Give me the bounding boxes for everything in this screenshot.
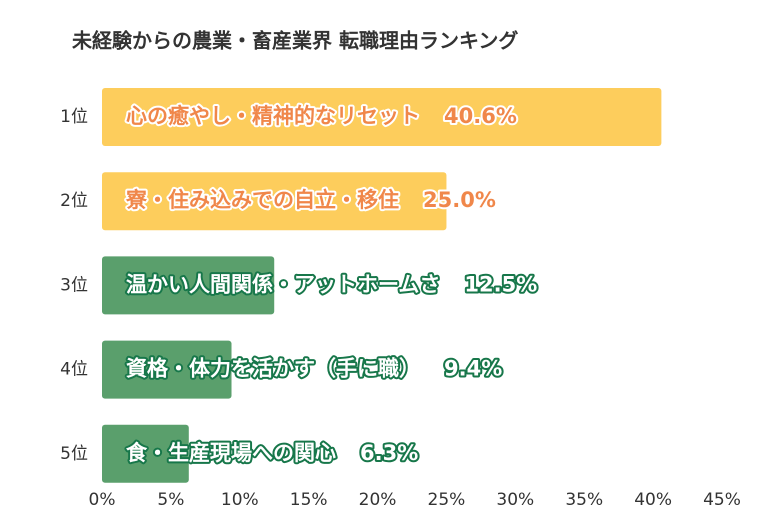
value-label: 6.3% xyxy=(360,441,418,465)
description: 寮・住み込みでの自立・移住 xyxy=(125,188,399,212)
value-label: 40.6% xyxy=(444,104,517,128)
y-tick-label: 1位 xyxy=(60,107,88,127)
bar-label: 寮・住み込みでの自立・移住 25.0% xyxy=(125,188,496,212)
y-tick-label: 4位 xyxy=(60,360,88,380)
x-tick-label: 45% xyxy=(703,490,741,510)
bar-label: 心の癒やし・精神的なリセット 40.6% xyxy=(126,104,517,128)
bar-label: 食・生産現場への関心 6.3% xyxy=(126,441,418,465)
x-tick-label: 5% xyxy=(157,490,184,510)
bar xyxy=(102,424,189,483)
bar xyxy=(102,256,275,315)
description: 資格・体力を活かす（手に職） xyxy=(126,357,420,381)
x-tick-label: 40% xyxy=(634,490,672,510)
chart-title: 未経験からの農業・畜産業界 転職理由ランキング xyxy=(72,29,518,53)
x-tick-label: 30% xyxy=(496,490,534,510)
y-tick-label: 5位 xyxy=(60,444,88,464)
value-label: 9.4% xyxy=(444,357,502,381)
x-tick-label: 15% xyxy=(290,490,328,510)
bar xyxy=(102,340,232,399)
bar-label: 資格・体力を活かす（手に職） 9.4% xyxy=(126,357,502,381)
bar xyxy=(102,88,662,146)
x-tick-label: 0% xyxy=(89,490,116,510)
value-label: 25.0% xyxy=(423,188,496,212)
y-tick-label: 3位 xyxy=(60,275,88,295)
bar xyxy=(102,172,447,231)
bar-label: 温かい人間関係・アットホームさ 12.5% xyxy=(126,272,537,296)
description: 心の癒やし・精神的なリセット xyxy=(126,104,420,128)
description: 温かい人間関係・アットホームさ xyxy=(126,272,440,296)
x-tick-label: 10% xyxy=(221,490,259,510)
value-label: 12.5% xyxy=(464,272,537,296)
description: 食・生産現場への関心 xyxy=(126,441,336,465)
y-tick-label: 2位 xyxy=(60,191,88,211)
x-tick-label: 35% xyxy=(565,490,603,510)
x-tick-label: 20% xyxy=(359,490,397,510)
x-tick-label: 25% xyxy=(428,490,466,510)
